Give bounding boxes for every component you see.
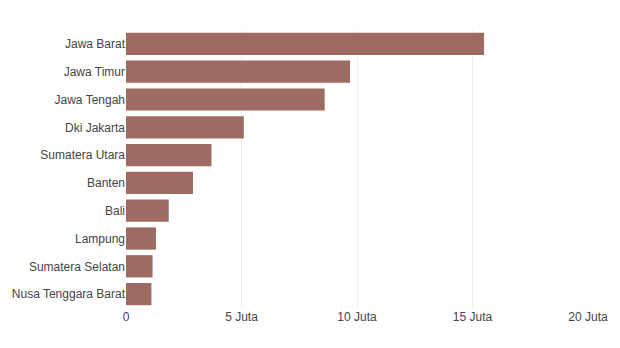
svg-text:Jawa Tengah: Jawa Tengah bbox=[55, 93, 126, 107]
svg-text:Sumatera Selatan: Sumatera Selatan bbox=[29, 260, 125, 274]
svg-text:Jawa Timur: Jawa Timur bbox=[64, 65, 125, 79]
svg-text:Lampung: Lampung bbox=[75, 232, 125, 246]
svg-text:Banten: Banten bbox=[87, 176, 125, 190]
svg-text:10 Juta: 10 Juta bbox=[337, 310, 377, 324]
svg-text:Nusa Tenggara Barat: Nusa Tenggara Barat bbox=[12, 287, 126, 301]
svg-text:Jawa Barat: Jawa Barat bbox=[65, 37, 126, 51]
svg-text:Sumatera Utara: Sumatera Utara bbox=[40, 148, 125, 162]
svg-text:20 Juta: 20 Juta bbox=[568, 310, 608, 324]
svg-text:5 Juta: 5 Juta bbox=[225, 310, 258, 324]
svg-text:Bali: Bali bbox=[105, 204, 125, 218]
svg-text:0: 0 bbox=[123, 310, 130, 324]
svg-text:Dki Jakarta: Dki Jakarta bbox=[65, 121, 125, 135]
svg-text:15 Juta: 15 Juta bbox=[453, 310, 493, 324]
